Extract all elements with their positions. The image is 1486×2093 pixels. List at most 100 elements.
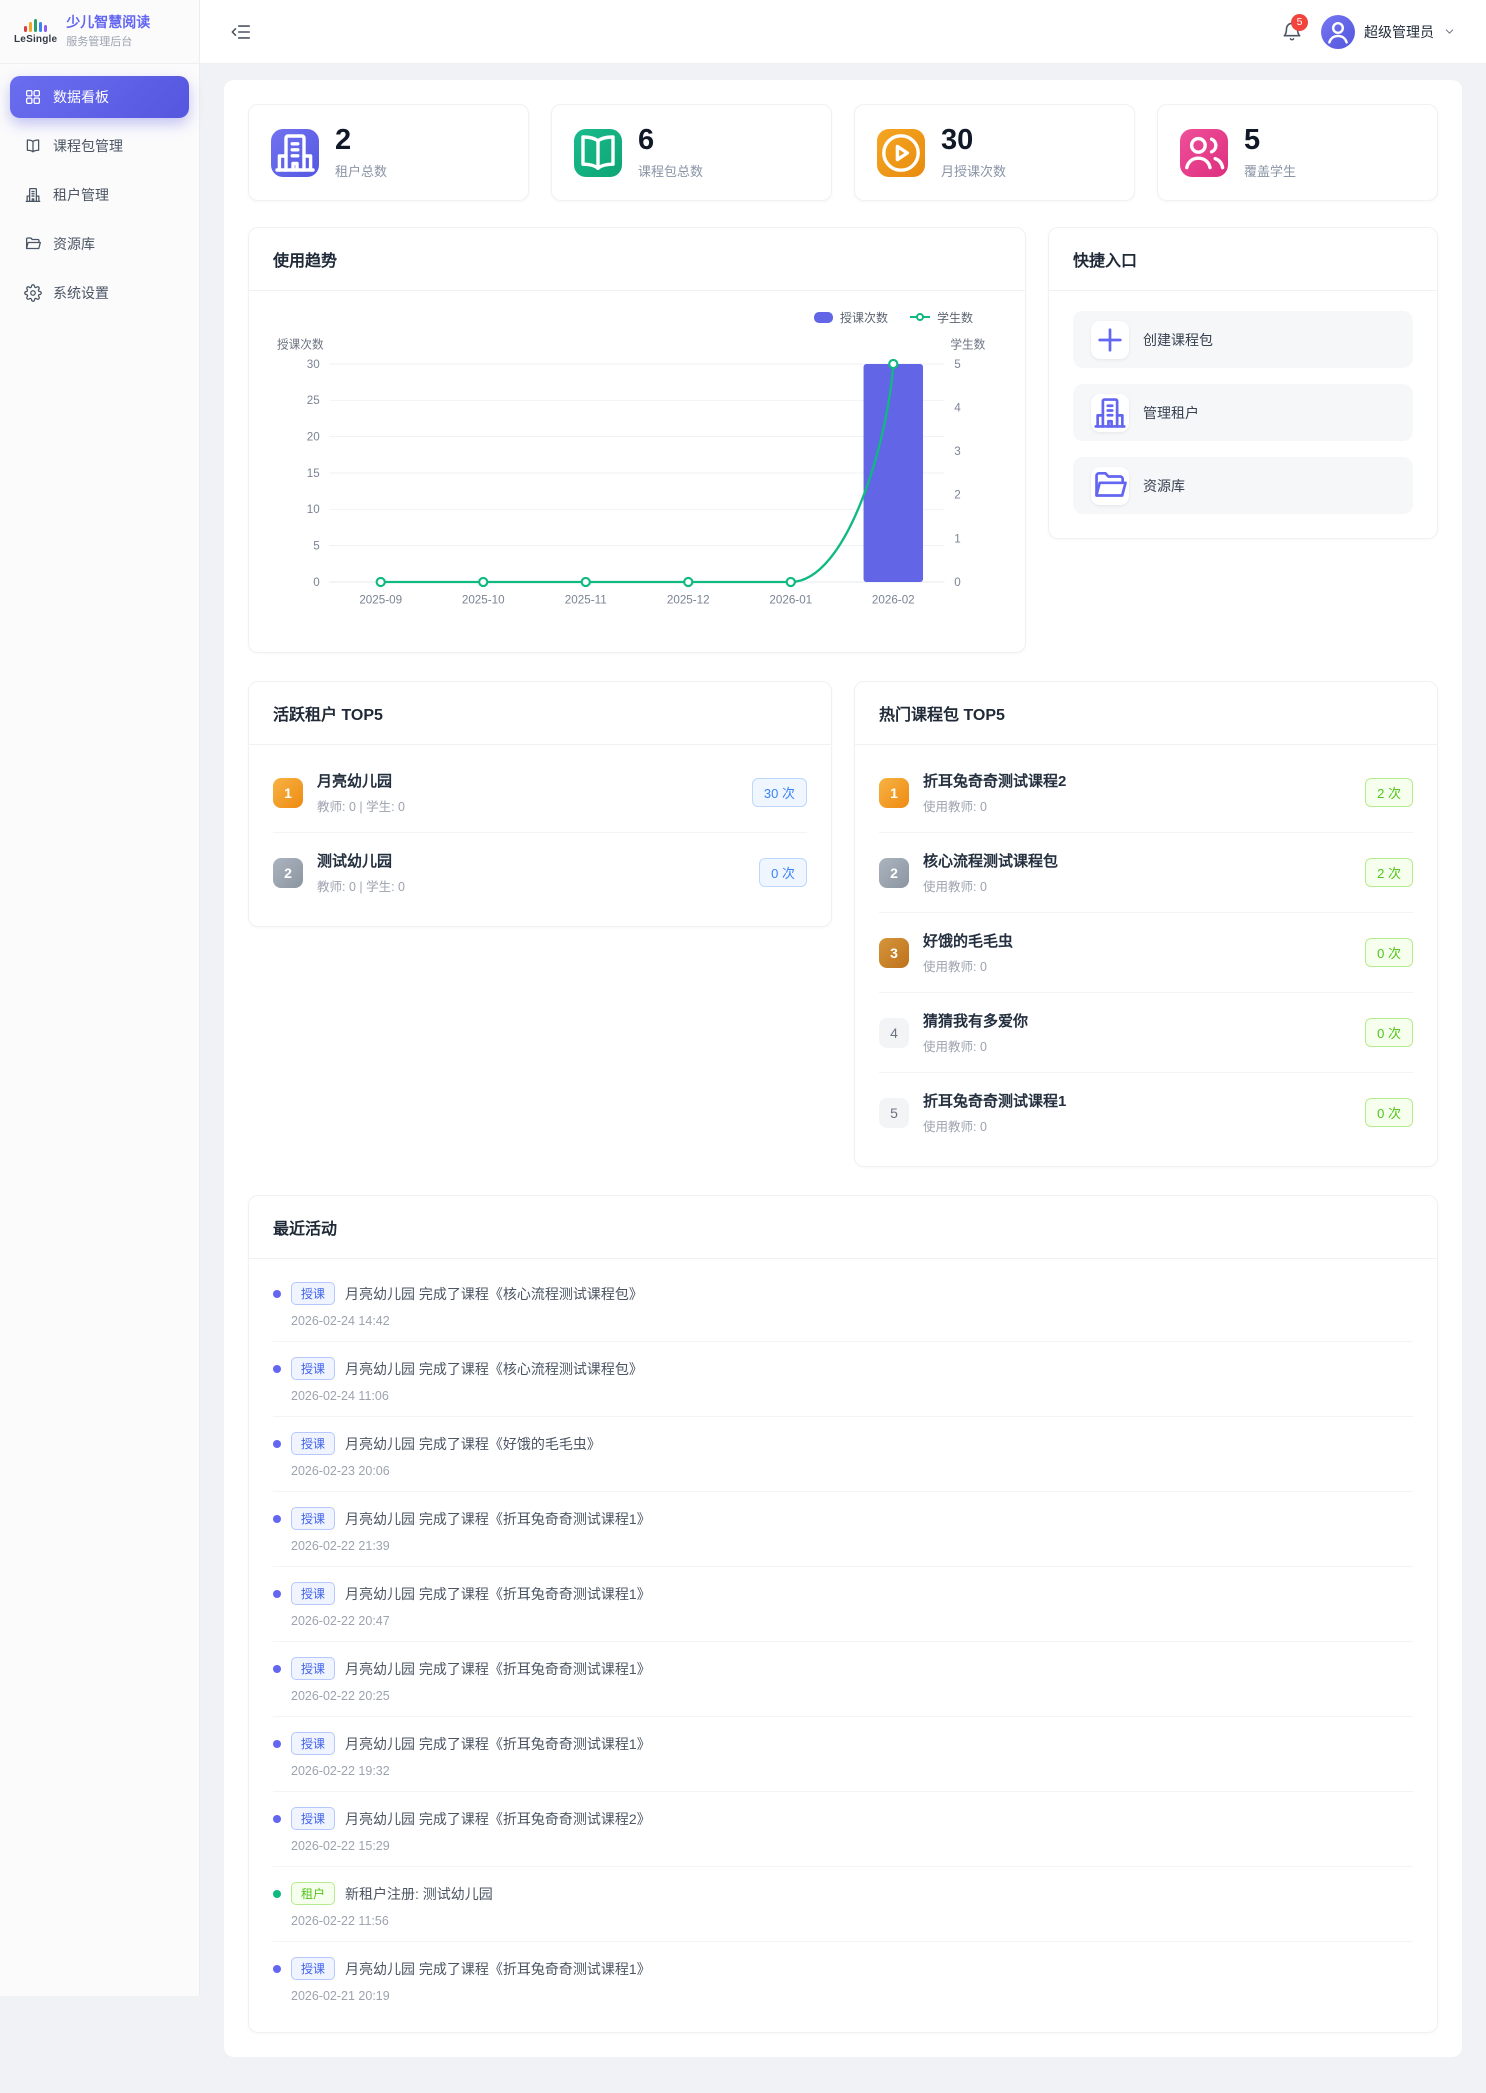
sidebar-item-settings[interactable]: 系统设置 xyxy=(10,272,189,314)
activity-dot xyxy=(273,1289,281,1298)
legend-label: 学生数 xyxy=(936,310,973,325)
svg-text:1: 1 xyxy=(954,533,960,546)
item-name: 折耳兔奇奇测试课程1 xyxy=(923,1093,1067,1111)
hot-packages-card: 热门课程包 TOP5 1 折耳兔奇奇测试课程2 使用教师: 0 2 次 2 核心流程测试课… xyxy=(854,681,1438,1168)
item-subtitle: 教师: 0 | 学生: 0 xyxy=(317,880,405,895)
brand-title: 少儿智慧阅读 xyxy=(66,13,151,30)
activity-dot xyxy=(273,1439,281,1448)
activity-text: 月亮幼儿园 完成了课程《好饿的毛毛虫》 xyxy=(345,1435,601,1452)
stat-text: 2 租户总数 xyxy=(335,125,387,180)
item-subtitle: 使用教师: 0 xyxy=(923,960,987,975)
brand-logo-icon: LeSingle xyxy=(14,18,57,45)
list-item-text: 折耳兔奇奇测试课程1 使用教师: 0 xyxy=(923,1090,1351,1135)
sidebar-nav: 数据看板课程包管理租户管理资源库系统设置 xyxy=(0,64,199,326)
usage-count-badge: 0 次 xyxy=(1365,938,1413,968)
quick-entry-label: 资源库 xyxy=(1143,477,1185,494)
svg-text:25: 25 xyxy=(307,395,320,408)
brand-logo-text: LeSingle xyxy=(14,34,58,45)
item-subtitle: 使用教师: 0 xyxy=(923,880,987,895)
quick-entry-create-package[interactable]: 创建课程包 xyxy=(1073,311,1413,369)
stat-card-students: 5 覆盖学生 xyxy=(1157,104,1438,202)
sidebar-item-packages[interactable]: 课程包管理 xyxy=(10,125,189,167)
folder-icon xyxy=(1091,466,1129,505)
svg-text:10: 10 xyxy=(307,504,320,517)
list-item: 5 折耳兔奇奇测试课程1 使用教师: 0 0 次 xyxy=(879,1073,1413,1152)
list-item-text: 核心流程测试课程包 使用教师: 0 xyxy=(923,850,1351,895)
activity-dot xyxy=(273,1364,281,1373)
activity-line: 授课 月亮幼儿园 完成了课程《折耳兔奇奇测试课程1》 xyxy=(273,1657,1413,1681)
list-item-text: 月亮幼儿园 教师: 0 | 学生: 0 xyxy=(317,770,738,815)
svg-text:15: 15 xyxy=(307,467,320,480)
logo-bars-icon xyxy=(24,18,48,32)
stat-value: 30 xyxy=(941,124,974,156)
usage-trend-chart-area: 授课次数 学生数 0 5 10 15 20 25 30 0 1 2 3 4 5 授课次数 学生数 2025-09… xyxy=(249,291,1025,652)
activity-time: 2026-02-22 11:56 xyxy=(291,1914,389,1929)
legend-item-line: 学生数 xyxy=(909,309,973,326)
sidebar-item-label: 租户管理 xyxy=(53,187,109,203)
sidebar-item-label: 系统设置 xyxy=(53,285,109,301)
svg-text:0: 0 xyxy=(313,576,320,589)
svg-text:2026-02: 2026-02 xyxy=(872,594,915,607)
activity-item: 授课 月亮幼儿园 完成了课程《折耳兔奇奇测试课程1》 2026-02-22 20:4… xyxy=(273,1567,1413,1643)
legend-bar-swatch xyxy=(813,311,833,323)
activity-time: 2026-02-24 14:42 xyxy=(291,1314,390,1329)
item-name: 核心流程测试课程包 xyxy=(923,853,1059,871)
legend-item-bar: 授课次数 xyxy=(813,309,888,326)
notification-bell[interactable]: 5 xyxy=(1281,13,1308,43)
stat-text: 6 课程包总数 xyxy=(638,125,703,180)
svg-text:4: 4 xyxy=(954,402,961,415)
play-circle-icon xyxy=(877,128,925,177)
logo-bar xyxy=(44,25,48,32)
list-item: 1 月亮幼儿园 教师: 0 | 学生: 0 30 次 xyxy=(273,753,807,834)
usage-count-badge: 0 次 xyxy=(759,858,807,888)
chevron-down-icon xyxy=(1443,25,1456,38)
item-subtitle: 教师: 0 | 学生: 0 xyxy=(317,800,405,815)
usage-count-badge: 2 次 xyxy=(1365,778,1413,808)
item-subtitle: 使用教师: 0 xyxy=(923,800,987,815)
stat-text: 5 覆盖学生 xyxy=(1244,125,1296,180)
quick-entry-manage-tenants[interactable]: 管理租户 xyxy=(1073,384,1413,442)
activity-tag: 授课 xyxy=(291,1582,336,1606)
item-name: 折耳兔奇奇测试课程2 xyxy=(923,773,1067,791)
quick-entry-resource-library[interactable]: 资源库 xyxy=(1073,457,1413,515)
svg-text:2026-01: 2026-01 xyxy=(769,594,812,607)
sidebar-item-tenants[interactable]: 租户管理 xyxy=(10,174,189,216)
activity-item: 授课 月亮幼儿园 完成了课程《好饿的毛毛虫》 2026-02-23 20:06 xyxy=(273,1417,1413,1493)
activity-item: 授课 月亮幼儿园 完成了课程《折耳兔奇奇测试课程1》 2026-02-22 19:3… xyxy=(273,1717,1413,1793)
legend-label: 授课次数 xyxy=(839,310,888,325)
gear-icon xyxy=(24,284,42,302)
item-subtitle: 使用教师: 0 xyxy=(923,1040,987,1055)
list-item-text: 好饿的毛毛虫 使用教师: 0 xyxy=(923,930,1351,975)
activity-tag: 授课 xyxy=(291,1807,336,1831)
chart-legend: 授课次数 学生数 xyxy=(273,307,1001,327)
activity-tag: 授课 xyxy=(291,1282,336,1306)
building-icon xyxy=(271,128,319,177)
activity-dot xyxy=(273,1739,281,1748)
user-menu[interactable]: 超级管理员 xyxy=(1321,14,1456,49)
activity-tag: 授课 xyxy=(291,1507,336,1531)
usage-trend-chart: 0 5 10 15 20 25 30 0 1 2 3 4 5 授课次数 学生数 2025-09 2025-10 2… xyxy=(273,327,1001,630)
section-title-active-tenants: 活跃租户 TOP5 xyxy=(273,707,383,725)
activity-dot xyxy=(273,1664,281,1673)
section-title-quick-entry: 快捷入口 xyxy=(1073,253,1138,271)
sidebar-item-resources[interactable]: 资源库 xyxy=(10,223,189,265)
activity-line: 授课 月亮幼儿园 完成了课程《核心流程测试课程包》 xyxy=(273,1357,1413,1381)
usage-trend-chart-svg: 0 5 10 15 20 25 30 0 1 2 3 4 5 授课次数 学生数 2025-09 2025-10 2… xyxy=(277,338,986,607)
activity-line: 授课 月亮幼儿园 完成了课程《好饿的毛毛虫》 xyxy=(273,1432,1413,1456)
activity-text: 月亮幼儿园 完成了课程《核心流程测试课程包》 xyxy=(345,1285,643,1302)
svg-text:0: 0 xyxy=(954,576,961,589)
activity-time: 2026-02-22 21:39 xyxy=(291,1539,390,1554)
users-icon xyxy=(1180,128,1228,177)
collapse-sidebar-icon[interactable] xyxy=(230,21,252,43)
sidebar-item-dashboard[interactable]: 数据看板 xyxy=(10,76,189,118)
dashboard-icon xyxy=(24,88,42,106)
item-name: 测试幼儿园 xyxy=(317,853,393,871)
book-icon xyxy=(574,128,622,177)
svg-text:5: 5 xyxy=(313,540,319,553)
activity-tag: 授课 xyxy=(291,1357,336,1381)
rank-badge: 1 xyxy=(879,777,909,808)
list-item: 4 猜猜我有多爱你 使用教师: 0 0 次 xyxy=(879,993,1413,1074)
stat-label: 租户总数 xyxy=(335,164,388,180)
activity-tag: 授课 xyxy=(291,1657,336,1681)
top-header: 5 超级管理员 xyxy=(200,0,1486,64)
